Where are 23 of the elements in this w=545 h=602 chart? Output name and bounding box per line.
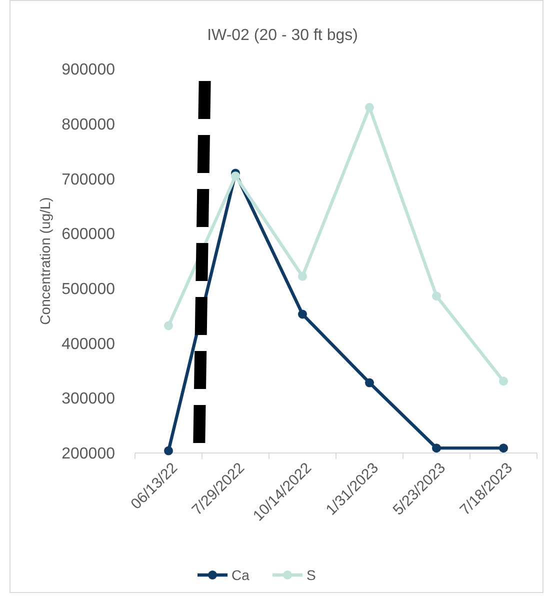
y-tick-label: 700000 [62,171,116,188]
y-tick-label: 500000 [62,281,116,298]
point [298,272,307,281]
point [365,378,374,388]
chart-title: IW-02 (20 - 30 ft bgs) [207,27,358,44]
y-axis-title: Concentration (ug/L) [37,197,53,325]
point [298,310,307,319]
point [432,444,441,453]
point [365,102,374,112]
point [164,321,173,330]
y-tick-label: 900000 [62,62,116,79]
y-tick-label: 200000 [62,446,116,463]
point [231,171,240,180]
y-tick-label: 600000 [62,226,116,244]
legend-label: S [306,566,316,583]
point [499,444,508,453]
y-tick-label: 400000 [62,336,116,353]
point [499,376,508,386]
point [432,292,441,301]
legend-label: Ca [232,566,250,583]
y-tick-label: 800000 [62,116,116,134]
y-tick-label: 300000 [62,390,116,408]
point [164,446,173,456]
